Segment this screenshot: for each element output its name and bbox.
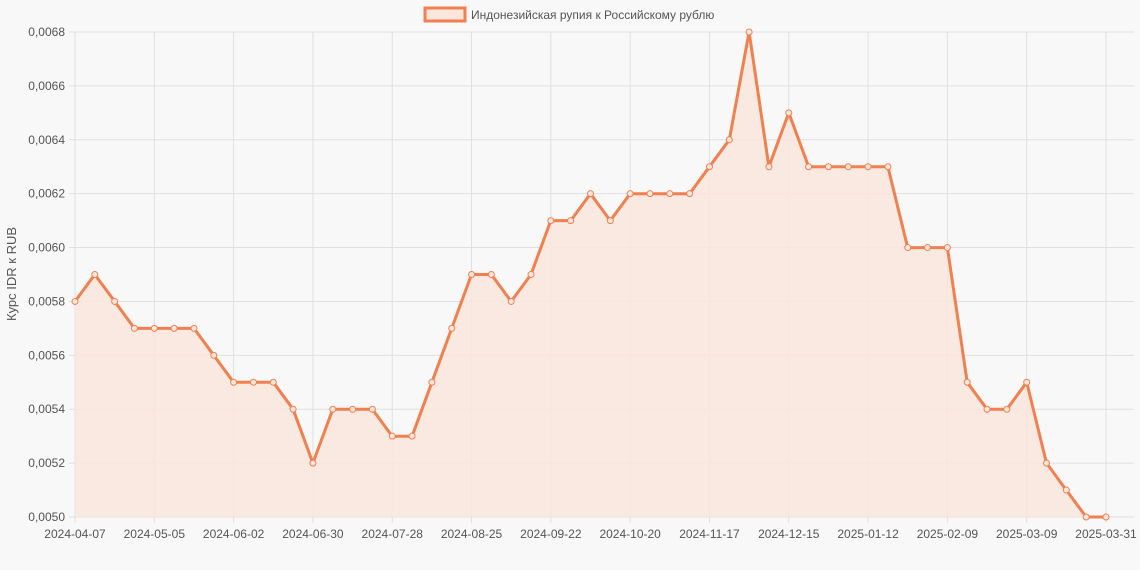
x-tick-label: 2024-08-25: [441, 527, 503, 541]
y-tick-label: 0,0058: [28, 294, 65, 308]
data-point[interactable]: [150, 324, 158, 332]
data-point[interactable]: [349, 405, 357, 413]
x-tick-label: 2024-11-17: [679, 527, 740, 541]
x-tick-label: 2024-06-02: [203, 527, 265, 541]
data-point[interactable]: [111, 297, 119, 305]
data-point[interactable]: [269, 378, 277, 386]
x-tick-label: 2024-10-20: [599, 527, 661, 541]
data-point[interactable]: [1062, 486, 1070, 494]
y-tick-label: 0,0054: [28, 402, 65, 416]
data-point[interactable]: [606, 217, 614, 225]
area-fill: [75, 32, 1106, 517]
data-point[interactable]: [507, 297, 515, 305]
legend-label: Индонезийская рупия к Российскому рублю: [471, 8, 714, 22]
y-tick-label: 0,0066: [28, 79, 65, 93]
data-point[interactable]: [448, 324, 456, 332]
data-point[interactable]: [170, 324, 178, 332]
y-tick-label: 0,0064: [28, 133, 65, 147]
x-tick-label: 2024-06-30: [282, 527, 344, 541]
data-point[interactable]: [1003, 405, 1011, 413]
data-point[interactable]: [626, 190, 634, 198]
data-points: [71, 28, 1110, 521]
y-tick-label: 0,0052: [28, 456, 65, 470]
data-point[interactable]: [765, 163, 773, 171]
x-tick-label: 2025-03-09: [996, 527, 1058, 541]
data-point[interactable]: [408, 432, 416, 440]
data-point[interactable]: [567, 217, 575, 225]
data-point[interactable]: [785, 109, 793, 117]
data-point[interactable]: [824, 163, 832, 171]
data-point[interactable]: [924, 244, 932, 252]
data-point[interactable]: [725, 136, 733, 144]
data-point[interactable]: [805, 163, 813, 171]
data-point[interactable]: [864, 163, 872, 171]
area-fill-layer: [75, 32, 1106, 517]
data-point[interactable]: [1102, 513, 1110, 521]
y-tick-label: 0,0068: [28, 25, 65, 39]
data-point[interactable]: [388, 432, 396, 440]
legend[interactable]: Индонезийская рупия к Российскому рублю: [423, 6, 714, 23]
data-point[interactable]: [587, 190, 594, 198]
data-point[interactable]: [963, 378, 971, 386]
data-point[interactable]: [487, 271, 495, 278]
data-point[interactable]: [91, 271, 99, 278]
data-point[interactable]: [943, 244, 951, 252]
data-point[interactable]: [527, 271, 535, 278]
y-axis-ticks: 0,0050 0,0052 0,0054 0,0056 0,0058 0,0060 0,00…: [28, 25, 65, 524]
data-point[interactable]: [646, 190, 654, 198]
data-point[interactable]: [705, 163, 713, 171]
data-point[interactable]: [130, 324, 138, 332]
x-tick-label: 2024-05-05: [124, 527, 186, 541]
y-tick-label: 0,0062: [28, 187, 65, 201]
data-point[interactable]: [230, 378, 238, 386]
y-tick-label: 0,0050: [28, 510, 65, 524]
data-point[interactable]: [210, 351, 218, 359]
data-point[interactable]: [249, 378, 257, 386]
x-tick-label: 2025-03-31: [1075, 527, 1137, 541]
data-point[interactable]: [1082, 513, 1090, 521]
y-axis-title: Курс IDR к RUB: [4, 227, 19, 321]
data-point[interactable]: [309, 459, 317, 467]
data-point[interactable]: [289, 405, 297, 413]
data-point[interactable]: [844, 163, 852, 171]
y-tick-label: 0,0056: [28, 348, 65, 362]
data-point[interactable]: [983, 405, 991, 413]
data-point[interactable]: [904, 244, 912, 252]
data-point[interactable]: [468, 271, 476, 278]
x-tick-label: 2025-01-12: [837, 527, 899, 541]
data-point[interactable]: [329, 405, 337, 413]
x-tick-label: 2024-04-07: [44, 527, 106, 541]
x-axis-ticks: 2024-04-07 2024-05-05 2024-06-02 2024-06-30…: [44, 527, 1137, 541]
data-point[interactable]: [547, 217, 555, 225]
data-point[interactable]: [190, 324, 198, 332]
data-point[interactable]: [368, 405, 376, 413]
data-point[interactable]: [745, 28, 753, 36]
data-point[interactable]: [666, 190, 674, 198]
data-point[interactable]: [428, 378, 436, 386]
data-point[interactable]: [71, 297, 79, 305]
y-tick-label: 0,0060: [28, 241, 65, 255]
data-point[interactable]: [884, 163, 892, 171]
data-point[interactable]: [1043, 459, 1051, 467]
legend-swatch: [423, 6, 467, 23]
data-point[interactable]: [686, 190, 694, 198]
x-tick-label: 2024-12-15: [758, 527, 820, 541]
data-point[interactable]: [1023, 378, 1031, 386]
x-tick-label: 2025-02-09: [917, 527, 979, 541]
x-tick-label: 2024-07-28: [362, 527, 424, 541]
x-tick-label: 2024-09-22: [520, 527, 582, 541]
